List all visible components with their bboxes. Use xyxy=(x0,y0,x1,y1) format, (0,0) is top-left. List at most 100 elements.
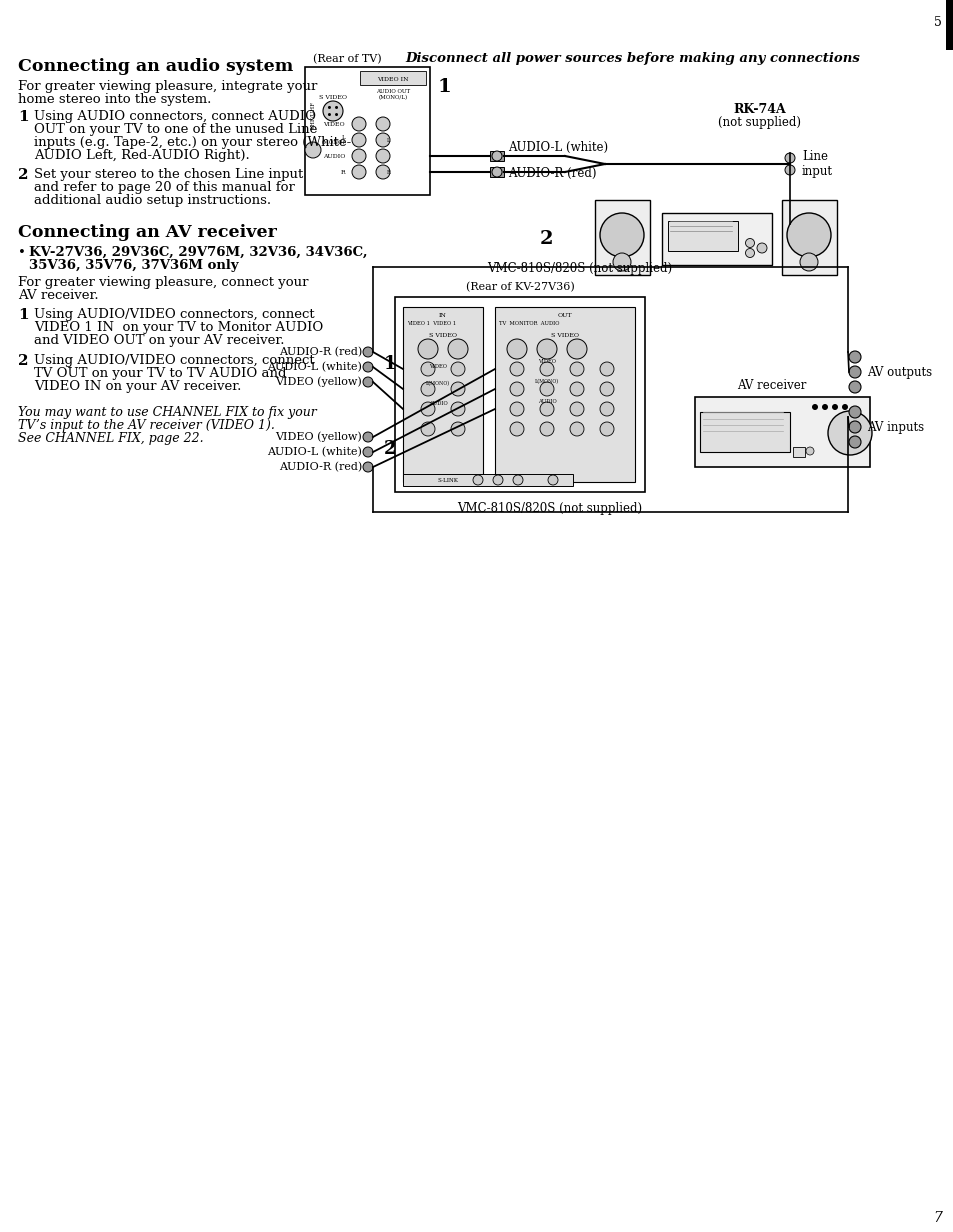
Text: You may want to use CHANNEL FIX to fix your: You may want to use CHANNEL FIX to fix y… xyxy=(18,407,316,419)
Circle shape xyxy=(506,339,526,359)
Text: VIDEO IN: VIDEO IN xyxy=(376,76,408,81)
Circle shape xyxy=(599,423,614,436)
Circle shape xyxy=(363,347,373,357)
Circle shape xyxy=(784,165,794,175)
Bar xyxy=(661,213,771,265)
Text: (Rear of TV): (Rear of TV) xyxy=(313,54,381,64)
Bar xyxy=(402,307,482,482)
Text: 7: 7 xyxy=(933,1211,942,1225)
Circle shape xyxy=(821,404,827,410)
Text: AV receiver: AV receiver xyxy=(737,379,806,392)
Bar xyxy=(695,397,869,467)
Circle shape xyxy=(328,113,331,116)
Circle shape xyxy=(492,168,501,177)
Circle shape xyxy=(811,404,817,410)
Text: KV-27V36, 29V36C, 29V76M, 32V36, 34V36C,: KV-27V36, 29V36C, 29V76M, 32V36, 34V36C, xyxy=(29,246,367,259)
Text: S VIDEO: S VIDEO xyxy=(551,333,578,338)
Text: L(MONO): L(MONO) xyxy=(535,379,558,384)
Circle shape xyxy=(599,402,614,416)
Bar xyxy=(700,411,789,452)
Circle shape xyxy=(305,142,320,158)
Text: R: R xyxy=(340,170,345,175)
Circle shape xyxy=(569,423,583,436)
Text: VIDEO 1 IN  on your TV to Monitor AUDIO: VIDEO 1 IN on your TV to Monitor AUDIO xyxy=(34,322,323,334)
Circle shape xyxy=(848,381,861,393)
Circle shape xyxy=(805,447,813,455)
Circle shape xyxy=(420,362,435,376)
Text: Connecting an AV receiver: Connecting an AV receiver xyxy=(18,224,276,241)
Text: AV inputs: AV inputs xyxy=(866,420,923,434)
Circle shape xyxy=(352,133,366,147)
Text: AUDIO-R (red): AUDIO-R (red) xyxy=(507,168,596,180)
Circle shape xyxy=(375,149,390,163)
Text: VIDEO: VIDEO xyxy=(537,359,556,363)
Text: VMC-810S/820S (not supplied): VMC-810S/820S (not supplied) xyxy=(456,501,642,515)
Text: L
(MONO): L (MONO) xyxy=(321,134,345,145)
Bar xyxy=(792,447,804,457)
Text: L: L xyxy=(387,138,390,143)
Bar xyxy=(781,200,836,275)
Text: AUDIO: AUDIO xyxy=(428,400,447,407)
Circle shape xyxy=(513,476,522,485)
Circle shape xyxy=(539,402,554,416)
Text: inputs (e.g. Tape-2, etc.) on your stereo (White-: inputs (e.g. Tape-2, etc.) on your stere… xyxy=(34,136,351,149)
Circle shape xyxy=(493,476,502,485)
Circle shape xyxy=(841,404,847,410)
Circle shape xyxy=(420,382,435,395)
Circle shape xyxy=(510,362,523,376)
Text: 2: 2 xyxy=(18,168,29,182)
Text: AUDIO OUT
(MONO/L): AUDIO OUT (MONO/L) xyxy=(375,89,410,100)
Circle shape xyxy=(375,165,390,179)
Text: L(MONO): L(MONO) xyxy=(425,381,450,386)
Text: 35V36, 35V76, 37V36M only: 35V36, 35V76, 37V36M only xyxy=(29,259,238,272)
Text: VIDEO 1  VIDEO 1: VIDEO 1 VIDEO 1 xyxy=(407,320,456,325)
Circle shape xyxy=(848,407,861,418)
Circle shape xyxy=(417,339,437,359)
Text: Using AUDIO/VIDEO connectors, connect: Using AUDIO/VIDEO connectors, connect xyxy=(34,308,314,322)
Circle shape xyxy=(848,436,861,448)
Bar xyxy=(395,297,644,492)
Circle shape xyxy=(492,152,501,161)
Text: R: R xyxy=(387,170,390,175)
Text: AUDIO Left, Red-AUDIO Right).: AUDIO Left, Red-AUDIO Right). xyxy=(34,149,250,161)
Bar xyxy=(402,474,573,485)
Circle shape xyxy=(757,243,766,253)
Circle shape xyxy=(352,149,366,163)
Text: OUT on your TV to one of the unused Line: OUT on your TV to one of the unused Line xyxy=(34,123,317,136)
Text: AUDIO-R (red): AUDIO-R (red) xyxy=(278,462,361,472)
Text: 2: 2 xyxy=(18,354,29,368)
Text: S-LINK: S-LINK xyxy=(437,478,458,483)
Circle shape xyxy=(784,153,794,163)
Circle shape xyxy=(539,423,554,436)
Text: AUDIO-L (white): AUDIO-L (white) xyxy=(507,140,607,154)
Circle shape xyxy=(613,253,630,271)
Text: AUDIO: AUDIO xyxy=(322,154,345,159)
Text: VMC-810S/820S (not supplied): VMC-810S/820S (not supplied) xyxy=(487,262,672,275)
Text: 5: 5 xyxy=(933,16,941,28)
Text: VIDEO (yellow): VIDEO (yellow) xyxy=(275,431,361,442)
Circle shape xyxy=(569,382,583,395)
Text: Set your stereo to the chosen Line input: Set your stereo to the chosen Line input xyxy=(34,168,303,181)
Text: and VIDEO OUT on your AV receiver.: and VIDEO OUT on your AV receiver. xyxy=(34,334,284,347)
Circle shape xyxy=(786,213,830,257)
Circle shape xyxy=(352,117,366,131)
Circle shape xyxy=(599,213,643,257)
Text: 1: 1 xyxy=(384,355,396,373)
Circle shape xyxy=(831,404,837,410)
Circle shape xyxy=(420,423,435,436)
Bar xyxy=(595,200,649,275)
Circle shape xyxy=(537,339,557,359)
Text: See CHANNEL FIX, page 22.: See CHANNEL FIX, page 22. xyxy=(18,432,203,445)
Text: Disconnect all power sources before making any connections: Disconnect all power sources before maki… xyxy=(405,52,860,65)
Circle shape xyxy=(363,462,373,472)
Circle shape xyxy=(323,101,343,121)
Circle shape xyxy=(800,253,817,271)
Text: S VIDEO: S VIDEO xyxy=(429,333,456,338)
Text: AUDIO-L (white): AUDIO-L (white) xyxy=(267,362,361,372)
Bar xyxy=(305,67,430,195)
Circle shape xyxy=(510,382,523,395)
Bar xyxy=(490,168,503,177)
Text: RK-74A: RK-74A xyxy=(733,103,785,116)
Bar xyxy=(359,71,426,85)
Text: AUDIO-L (white): AUDIO-L (white) xyxy=(267,447,361,457)
